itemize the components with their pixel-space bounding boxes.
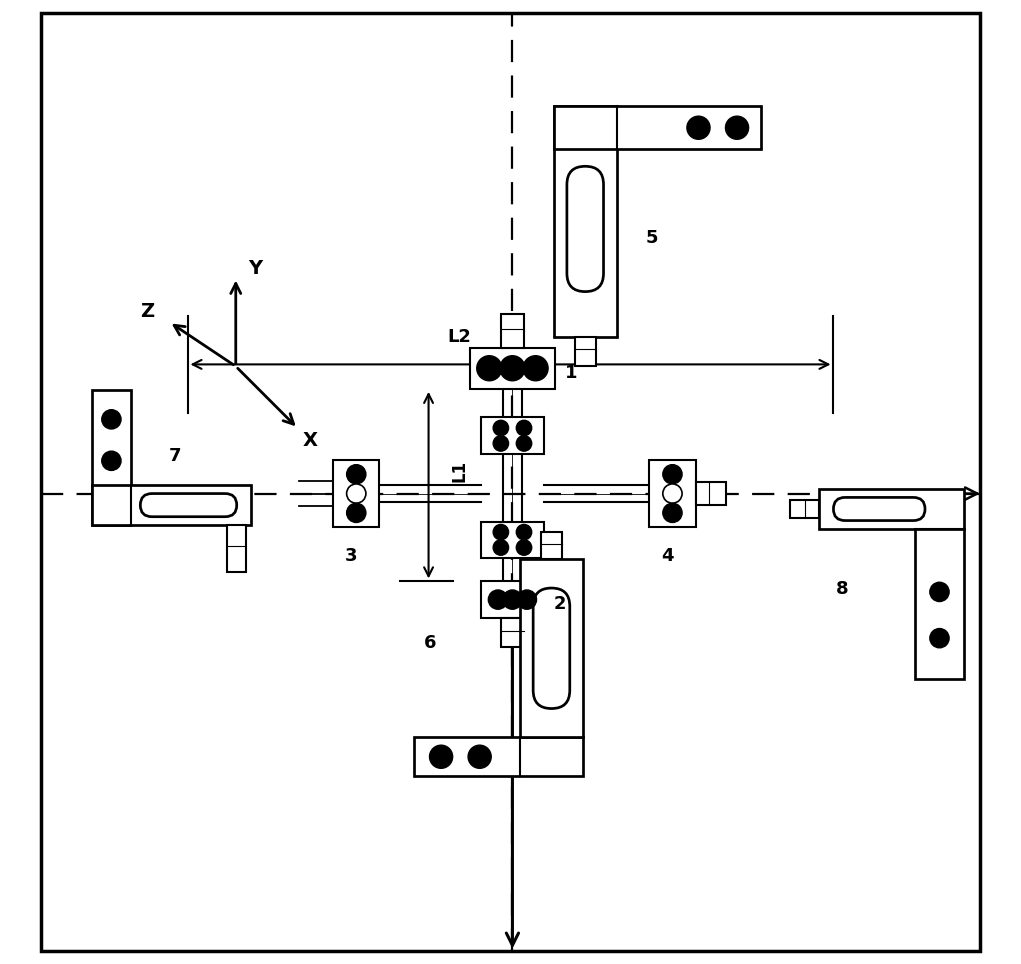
Text: Y: Y bbox=[248, 258, 262, 278]
FancyBboxPatch shape bbox=[567, 166, 603, 291]
Circle shape bbox=[523, 356, 548, 381]
Circle shape bbox=[930, 629, 950, 648]
Bar bbox=[575, 337, 596, 366]
Bar bbox=[481, 522, 544, 558]
Bar bbox=[92, 485, 251, 525]
Text: 7: 7 bbox=[169, 446, 182, 465]
Circle shape bbox=[346, 503, 366, 522]
Circle shape bbox=[517, 436, 532, 451]
Circle shape bbox=[493, 524, 508, 540]
FancyBboxPatch shape bbox=[833, 497, 925, 521]
FancyBboxPatch shape bbox=[533, 588, 570, 709]
Text: 1: 1 bbox=[565, 364, 577, 382]
Circle shape bbox=[488, 590, 507, 609]
Bar bbox=[916, 529, 964, 679]
Bar bbox=[649, 460, 695, 527]
Circle shape bbox=[493, 420, 508, 436]
Bar bbox=[541, 532, 563, 559]
Circle shape bbox=[517, 540, 532, 555]
Circle shape bbox=[102, 410, 121, 429]
Text: 5: 5 bbox=[645, 229, 658, 248]
Circle shape bbox=[726, 117, 748, 139]
Circle shape bbox=[493, 436, 508, 451]
Circle shape bbox=[493, 540, 508, 555]
Text: 6: 6 bbox=[424, 634, 436, 653]
Bar bbox=[415, 737, 583, 776]
Bar bbox=[819, 489, 964, 529]
Bar bbox=[520, 559, 583, 737]
Bar bbox=[790, 500, 819, 518]
Text: L2: L2 bbox=[447, 328, 472, 346]
Circle shape bbox=[102, 451, 121, 470]
Circle shape bbox=[518, 590, 536, 609]
Bar bbox=[501, 314, 524, 348]
Text: 3: 3 bbox=[345, 547, 357, 565]
Text: L1: L1 bbox=[450, 460, 469, 482]
Circle shape bbox=[517, 420, 532, 436]
Bar bbox=[470, 347, 554, 388]
Bar bbox=[333, 460, 380, 527]
Text: 8: 8 bbox=[836, 580, 848, 599]
Bar bbox=[695, 482, 726, 505]
Text: Z: Z bbox=[140, 302, 154, 321]
Bar bbox=[92, 390, 131, 525]
Circle shape bbox=[663, 484, 682, 503]
Bar bbox=[481, 417, 544, 454]
Circle shape bbox=[517, 524, 532, 540]
Bar bbox=[553, 106, 761, 149]
FancyBboxPatch shape bbox=[140, 494, 237, 517]
Text: 4: 4 bbox=[662, 547, 674, 565]
Circle shape bbox=[663, 503, 682, 522]
Bar bbox=[481, 581, 544, 618]
Circle shape bbox=[430, 745, 452, 768]
Text: 2: 2 bbox=[553, 596, 566, 613]
Circle shape bbox=[930, 582, 950, 602]
Circle shape bbox=[502, 590, 522, 609]
Bar bbox=[553, 106, 617, 337]
Text: X: X bbox=[302, 431, 318, 450]
Circle shape bbox=[468, 745, 491, 768]
Circle shape bbox=[500, 356, 525, 381]
Bar bbox=[227, 525, 246, 572]
Circle shape bbox=[477, 356, 502, 381]
Circle shape bbox=[663, 465, 682, 484]
Bar bbox=[501, 618, 524, 647]
Circle shape bbox=[346, 465, 366, 484]
Circle shape bbox=[346, 484, 366, 503]
Circle shape bbox=[687, 117, 710, 139]
